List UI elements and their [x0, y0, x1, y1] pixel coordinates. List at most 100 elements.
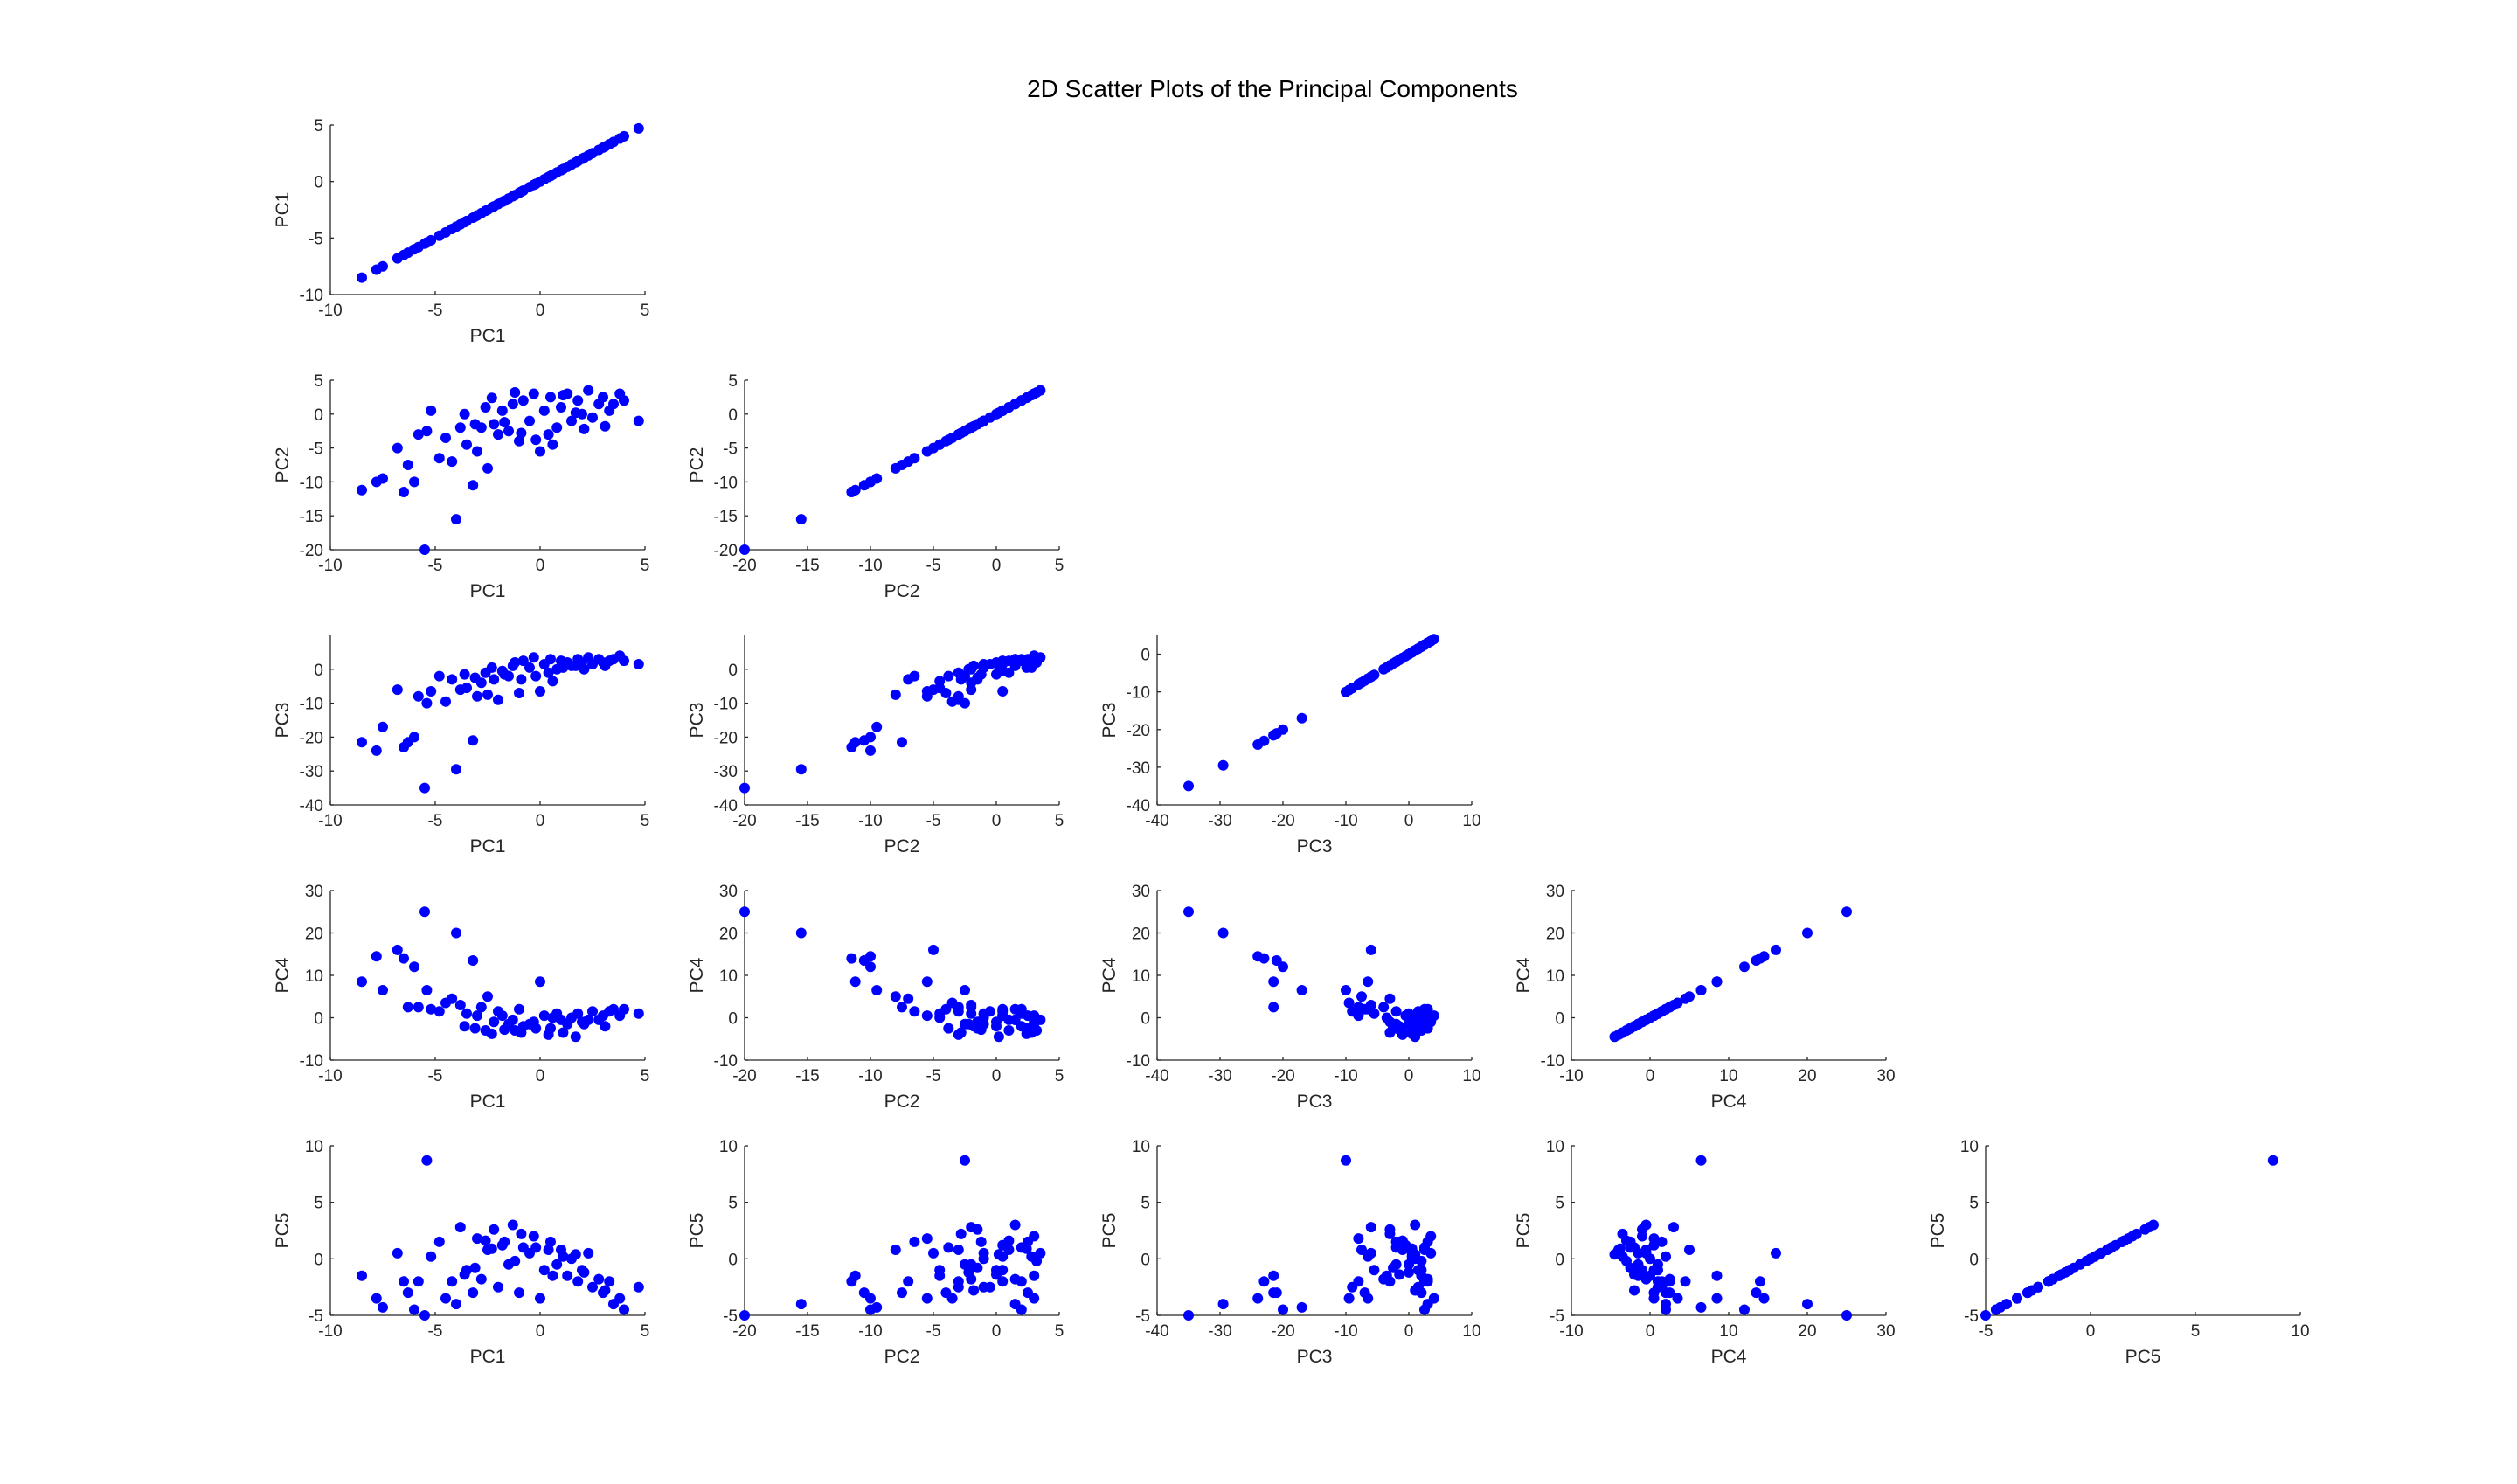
data-point: [1645, 1270, 1655, 1281]
data-point: [543, 429, 554, 440]
y-tick-label: -10: [714, 474, 738, 492]
data-point: [600, 141, 611, 152]
data-point: [953, 1245, 964, 1255]
y-tick-label: -5: [723, 1307, 738, 1326]
points-group: [739, 1155, 1046, 1321]
data-point: [547, 1270, 558, 1281]
data-point: [934, 439, 946, 450]
x-tick-label: -5: [926, 1322, 941, 1341]
data-point: [558, 390, 569, 401]
data-point: [1347, 1281, 1358, 1293]
data-point: [426, 1251, 437, 1262]
data-point: [1390, 1023, 1402, 1034]
data-point: [1419, 1304, 1430, 1315]
data-point: [997, 1006, 1009, 1017]
y-tick-label: -15: [714, 508, 738, 526]
data-point: [1428, 1010, 1439, 1022]
x-axis-label: PC1: [470, 1092, 506, 1112]
data-point: [972, 1262, 983, 1273]
y-tick-label: 0: [728, 1010, 738, 1029]
panel-pc3-vs-pc1: -10 -5 0 5 -40 -30 -20 -10 0 PC1 PC3: [273, 635, 649, 856]
data-point: [392, 684, 403, 696]
panel-pc2-vs-pc2: -20 -15 -10 -5 0 5 -20 -15 -10 -5 0 5 PC2 PC2: [687, 372, 1064, 601]
data-point: [953, 694, 964, 705]
x-tick-label: 30: [1876, 1067, 1895, 1085]
data-point: [1296, 712, 1307, 724]
data-point: [468, 480, 479, 491]
y-axis-label: PC3: [1099, 703, 1120, 739]
data-point: [633, 1008, 644, 1019]
data-point: [409, 1304, 420, 1315]
x-tick-label: -30: [1208, 812, 1231, 830]
data-point: [1653, 1281, 1663, 1293]
data-point: [572, 1276, 584, 1287]
data-point: [459, 1269, 470, 1280]
data-point: [538, 405, 550, 416]
data-point: [583, 385, 594, 396]
data-point: [421, 985, 433, 995]
data-point: [997, 686, 1009, 697]
data-point: [558, 1027, 569, 1038]
points-group: [357, 122, 644, 283]
x-tick-label: -5: [428, 557, 443, 575]
data-point: [928, 944, 939, 955]
y-tick-label: 10: [1546, 967, 1564, 986]
data-point: [1341, 985, 1351, 995]
data-point: [516, 1228, 527, 1239]
x-tick-label: -10: [318, 557, 342, 575]
data-point: [562, 1270, 573, 1281]
y-tick-label: 10: [719, 1138, 738, 1156]
y-tick-label: -40: [1127, 797, 1150, 815]
y-tick-label: 20: [305, 926, 323, 944]
x-tick-label: -10: [1334, 1322, 1357, 1341]
data-point: [392, 1247, 403, 1259]
data-point: [1390, 656, 1402, 668]
data-point: [1802, 1299, 1813, 1310]
data-point: [1341, 1155, 1351, 1166]
panel-pc4-vs-pc2: -20 -15 -10 -5 0 5 -10 0 10 20 30 PC2 PC4: [687, 883, 1064, 1112]
data-point: [433, 1006, 445, 1017]
data-point: [420, 782, 430, 794]
data-point: [1016, 1304, 1027, 1315]
panel-pc4-vs-pc3: -40 -30 -20 -10 0 10 -10 0 10 20 30 PC3 PC4: [1099, 883, 1481, 1112]
y-tick-label: 10: [1546, 1138, 1564, 1156]
data-point: [865, 961, 876, 973]
x-tick-label: -10: [858, 812, 882, 830]
data-point: [517, 655, 529, 667]
data-point: [547, 439, 558, 450]
data-point: [604, 1276, 615, 1287]
data-point: [413, 690, 424, 702]
data-point: [570, 156, 581, 168]
data-point: [903, 456, 914, 468]
data-point: [510, 1025, 521, 1036]
data-point: [524, 415, 535, 426]
y-axis-label: PC5: [1099, 1213, 1120, 1249]
data-point: [2056, 1269, 2067, 1280]
data-point: [739, 544, 750, 555]
data-point: [865, 1304, 876, 1315]
data-point: [528, 1231, 539, 1242]
y-tick-label: -10: [300, 287, 323, 305]
x-tick-label: 0: [536, 812, 545, 830]
data-point: [1271, 728, 1282, 739]
x-tick-label: -10: [318, 302, 342, 320]
data-point: [459, 217, 470, 228]
data-point: [946, 997, 958, 1009]
x-tick-label: -5: [1979, 1322, 1993, 1341]
data-point: [451, 764, 461, 775]
data-point: [499, 417, 510, 428]
x-axis-label: PC1: [470, 1347, 506, 1367]
y-tick-label: 10: [305, 1138, 323, 1156]
data-point: [378, 260, 388, 272]
panel-pc4-vs-pc4: -10 0 10 20 30 -10 0 10 20 30 PC4 PC4: [1514, 883, 1896, 1112]
data-point: [357, 1270, 367, 1281]
y-tick-label: -15: [300, 508, 323, 526]
data-point: [1640, 1219, 1652, 1231]
x-tick-label: 0: [992, 812, 1002, 830]
data-point: [535, 686, 545, 697]
data-point: [1614, 1243, 1626, 1254]
data-point: [865, 745, 876, 756]
data-point: [392, 944, 403, 955]
